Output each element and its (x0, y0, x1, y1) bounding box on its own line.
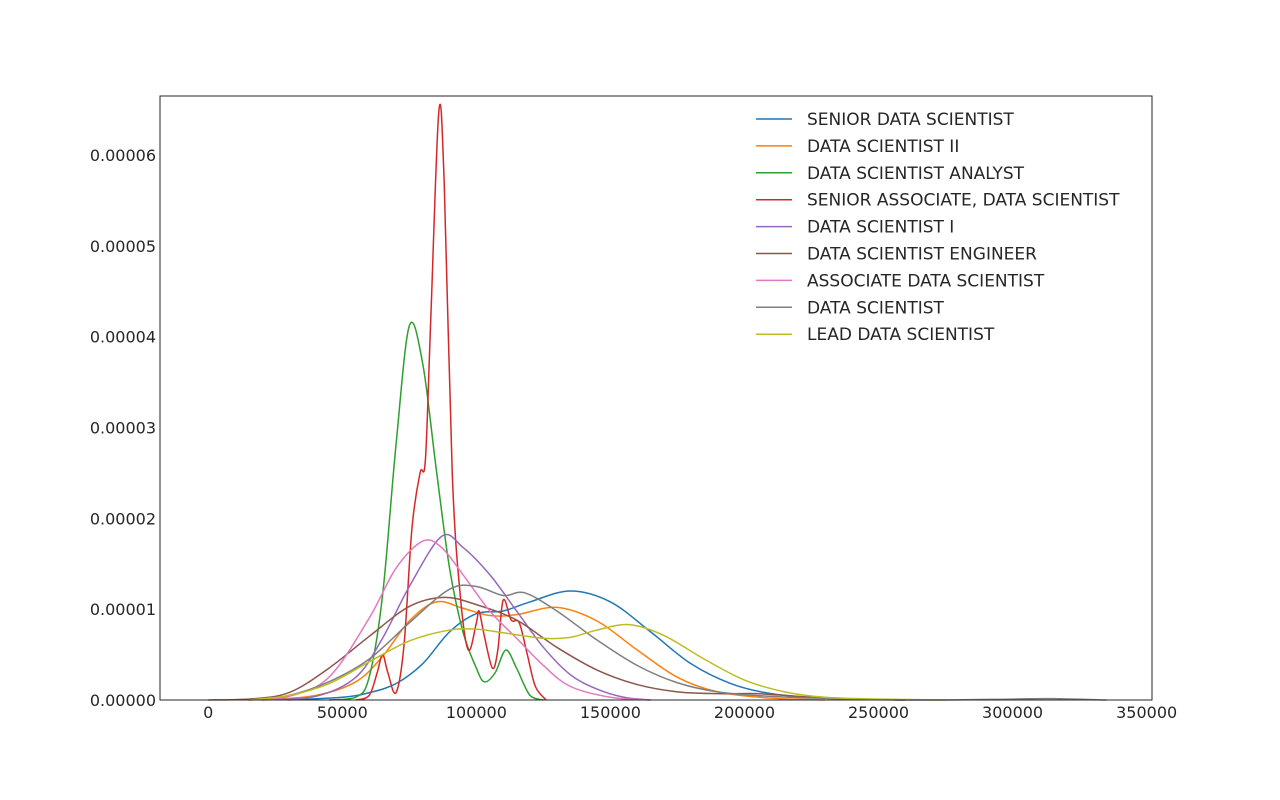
y-tick-label: 0.00003 (90, 419, 156, 438)
y-axis: 0.00000 0.00001 0.00002 0.00003 0.00004 0.000… (90, 146, 156, 710)
series-line-1 (288, 590, 906, 701)
x-tick-label: 50000 (317, 703, 368, 722)
x-tick-label: 350000 (1116, 703, 1177, 722)
legend-label: DATA SCIENTIST I (807, 218, 954, 238)
legend-label: DATA SCIENTIST (807, 298, 945, 318)
x-tick-label: 300000 (982, 703, 1043, 722)
legend: SENIOR DATA SCIENTIST DATA SCIENTIST II DA… (756, 110, 1120, 345)
series-line-4 (355, 103, 547, 701)
series-layer (208, 103, 1107, 701)
y-tick-label: 0.00006 (90, 146, 156, 165)
legend-label: ASSOCIATE DATA SCIENTIST (807, 271, 1045, 291)
legend-label: DATA SCIENTIST ENGINEER (807, 245, 1037, 265)
series-line-5 (261, 533, 651, 701)
series-line-9 (248, 623, 946, 701)
series-line-6 (208, 596, 906, 701)
x-axis: 0 50000 100000 150000 200000 250000 300000 3500… (203, 703, 1177, 722)
y-tick-label: 0.00005 (90, 237, 156, 256)
y-tick-label: 0.00004 (90, 328, 156, 347)
series-line-2 (261, 600, 825, 701)
series-line-3 (328, 321, 544, 701)
legend-label: SENIOR DATA SCIENTIST (807, 110, 1014, 130)
y-tick-label: 0.00002 (90, 509, 156, 528)
y-tick-label: 0.00000 (90, 691, 156, 710)
series-line-7 (248, 539, 651, 701)
legend-label: DATA SCIENTIST ANALYST (807, 164, 1025, 184)
x-tick-label: 150000 (580, 703, 641, 722)
legend-label: DATA SCIENTIST II (807, 137, 959, 157)
plot-frame (159, 95, 1153, 701)
x-tick-label: 200000 (714, 703, 775, 722)
x-tick-label: 100000 (446, 703, 507, 722)
legend-label: LEAD DATA SCIENTIST (807, 325, 995, 345)
x-tick-label: 0 (203, 703, 213, 722)
x-tick-label: 250000 (848, 703, 909, 722)
y-tick-label: 0.00001 (90, 600, 156, 619)
legend-label: SENIOR ASSOCIATE, DATA SCIENTIST (807, 191, 1120, 211)
